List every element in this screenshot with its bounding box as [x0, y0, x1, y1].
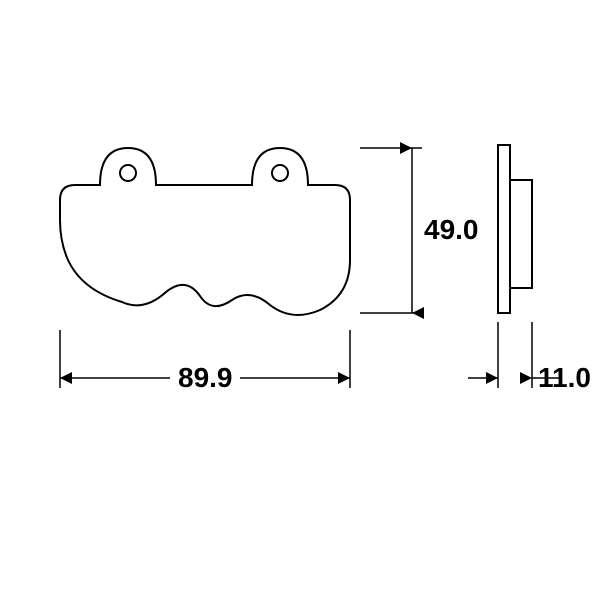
backing-plate [498, 145, 510, 313]
height-dimension [360, 148, 422, 313]
front-view [60, 148, 350, 315]
mounting-hole-left [120, 165, 136, 181]
side-view [498, 145, 532, 313]
width-label: 89.9 [178, 362, 233, 394]
drawing-svg [0, 0, 600, 600]
pad-outline [60, 148, 350, 315]
friction-material [510, 180, 532, 288]
height-label: 49.0 [424, 214, 479, 246]
mounting-hole-right [272, 165, 288, 181]
thickness-label: 11.0 [538, 362, 591, 394]
diagram-container: 89.9 49.0 11.0 [0, 0, 600, 600]
